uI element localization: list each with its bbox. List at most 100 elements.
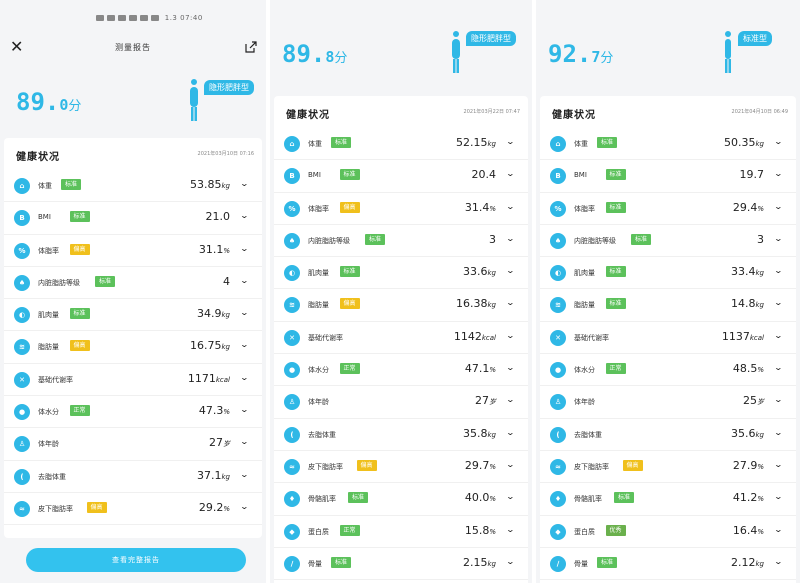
metric-row[interactable]: ♠ 内脏脂肪等级 标准 3 ⌄	[274, 225, 528, 258]
metric-label: 去脂体重	[38, 472, 66, 481]
chevron-down-icon[interactable]: ⌄	[773, 427, 784, 437]
chevron-down-icon[interactable]: ⌄	[505, 427, 516, 437]
metric-row[interactable]: ∕ 骨量 标准 2.15kg ⌄	[274, 548, 528, 581]
water-icon: ●	[14, 404, 30, 421]
chevron-down-icon[interactable]: ⌄	[239, 275, 250, 285]
bone-icon: ∕	[550, 555, 566, 572]
chevron-down-icon[interactable]: ⌄	[239, 469, 250, 479]
metric-row[interactable]: ⌂ 体重 标准 52.15kg ⌄	[274, 128, 528, 161]
chevron-down-icon[interactable]: ⌄	[239, 211, 250, 221]
metric-row[interactable]: % 体脂率 偏高 31.4% ⌄	[274, 193, 528, 225]
metric-row[interactable]: B BMI 标准 19.7 ⌄	[540, 160, 796, 193]
chevron-down-icon[interactable]: ⌄	[773, 266, 784, 276]
metric-unit: 岁	[223, 440, 230, 449]
metric-row[interactable]: ≈ 皮下脂肪率 偏高 27.9% ⌄	[540, 451, 796, 484]
status-badge: 标准	[339, 266, 360, 278]
chevron-down-icon[interactable]: ⌄	[505, 298, 516, 308]
chevron-down-icon[interactable]: ⌄	[505, 233, 516, 243]
close-icon[interactable]: ✕	[10, 37, 24, 56]
metric-row[interactable]: ◐ 肌肉量 标准 33.6kg ⌄	[274, 257, 528, 290]
chevron-down-icon[interactable]: ⌄	[505, 395, 516, 405]
status-badge: 标准	[605, 298, 626, 310]
metric-row[interactable]: % 体脂率 标准 29.4% ⌄	[540, 193, 796, 225]
metric-row[interactable]: ✕ 基础代谢率 1137kcal ⌄	[540, 322, 796, 355]
chevron-down-icon[interactable]: ⌄	[505, 556, 516, 566]
status-badge: 标准	[69, 308, 90, 320]
metric-row[interactable]: ♠ 内脏脂肪等级 标准 4 ⌄	[4, 267, 262, 300]
metric-label: 体年龄	[308, 398, 329, 407]
chevron-down-icon[interactable]: ⌄	[505, 330, 516, 340]
chevron-down-icon[interactable]: ⌄	[773, 363, 784, 373]
metric-row[interactable]: ◆ 蛋白质 正常 15.8% ⌄	[274, 516, 528, 548]
chevron-down-icon[interactable]: ⌄	[773, 137, 784, 146]
chevron-down-icon[interactable]: ⌄	[773, 169, 784, 179]
chevron-down-icon[interactable]: ⌄	[773, 556, 784, 566]
metric-unit: kg	[487, 559, 497, 568]
metric-label: BMI	[308, 171, 321, 180]
chevron-down-icon[interactable]: ⌄	[505, 169, 516, 179]
metric-row[interactable]: ● 体水分 正常 48.5% ⌄	[540, 354, 796, 387]
status-badge: 标准	[348, 492, 369, 504]
metric-row[interactable]: ⌂ 体重 标准 53.85kg ⌄	[4, 170, 262, 203]
chevron-down-icon[interactable]: ⌄	[505, 363, 516, 373]
metric-row[interactable]: ≋ 脂肪量 偏高 16.75kg ⌄	[4, 331, 262, 364]
chevron-down-icon[interactable]: ⌄	[773, 524, 784, 534]
metric-row[interactable]: ∕ 骨量 标准 2.12kg ⌄	[540, 548, 796, 581]
metric-value: 31.1	[198, 242, 224, 256]
chevron-down-icon[interactable]: ⌄	[239, 372, 250, 382]
section-title: 健康状况	[552, 110, 596, 121]
chevron-down-icon[interactable]: ⌄	[773, 330, 784, 340]
metric-value-group: 4	[223, 275, 230, 288]
status-badge: 偏高	[69, 340, 90, 352]
metric-row[interactable]: % 体脂率 偏高 31.1% ⌄	[4, 235, 262, 267]
chevron-down-icon[interactable]: ⌄	[773, 201, 784, 211]
metric-row[interactable]: ≋ 脂肪量 标准 14.8kg ⌄	[540, 289, 796, 322]
chevron-down-icon[interactable]: ⌄	[505, 137, 516, 146]
chevron-down-icon[interactable]: ⌄	[773, 298, 784, 308]
chevron-down-icon[interactable]: ⌄	[773, 233, 784, 243]
metric-row[interactable]: B BMI 标准 20.4 ⌄	[274, 160, 528, 193]
chevron-down-icon[interactable]: ⌄	[239, 243, 250, 253]
metric-row[interactable]: ≈ 皮下脂肪率 偏高 29.2% ⌄	[4, 493, 262, 526]
metric-row[interactable]: (去脂体重 35.6kg ⌄	[540, 419, 796, 451]
metric-row[interactable]: ♦ 骨骼肌率 标准 40.0% ⌄	[274, 483, 528, 516]
status-badge: 标准	[331, 556, 352, 568]
chevron-down-icon[interactable]: ⌄	[239, 501, 250, 511]
chevron-down-icon[interactable]: ⌄	[505, 266, 516, 276]
metric-row[interactable]: ✕ 基础代谢率 1142kcal ⌄	[274, 322, 528, 355]
chevron-down-icon[interactable]: ⌄	[239, 179, 250, 188]
metric-row[interactable]: ● 体水分 正常 47.3% ⌄	[4, 396, 262, 429]
metric-label: 体水分	[38, 408, 59, 417]
chevron-down-icon[interactable]: ⌄	[773, 492, 784, 502]
chevron-down-icon[interactable]: ⌄	[239, 405, 250, 415]
metric-row[interactable]: ● 体水分 正常 47.1% ⌄	[274, 354, 528, 387]
metric-row[interactable]: ♙ 体年龄 25岁 ⌄	[540, 386, 796, 419]
metric-row[interactable]: ♦ 骨骼肌率 标准 41.2% ⌄	[540, 483, 796, 516]
metric-row[interactable]: (去脂体重 37.1kg ⌄	[4, 461, 262, 493]
metric-row[interactable]: ♙ 体年龄 27岁 ⌄	[4, 428, 262, 461]
metric-row[interactable]: ⌂ 体重 标准 50.35kg ⌄	[540, 128, 796, 161]
metric-row[interactable]: ♙ 体年龄 27岁 ⌄	[274, 386, 528, 419]
chevron-down-icon[interactable]: ⌄	[505, 492, 516, 502]
metric-row[interactable]: ◐ 肌肉量 标准 34.9kg ⌄	[4, 299, 262, 332]
chevron-down-icon[interactable]: ⌄	[505, 524, 516, 534]
metric-row[interactable]: ◆ 蛋白质 优秀 16.4% ⌄	[540, 516, 796, 548]
chevron-down-icon[interactable]: ⌄	[505, 459, 516, 469]
chevron-down-icon[interactable]: ⌄	[239, 437, 250, 447]
metric-row[interactable]: ◐ 肌肉量 标准 33.4kg ⌄	[540, 257, 796, 290]
metric-label: 内脏脂肪等级	[574, 236, 616, 245]
metric-value: 2.12	[731, 555, 756, 569]
chevron-down-icon[interactable]: ⌄	[773, 459, 784, 469]
metric-row[interactable]: ≈ 皮下脂肪率 偏高 29.7% ⌄	[274, 451, 528, 484]
chevron-down-icon[interactable]: ⌄	[239, 308, 250, 318]
metric-row[interactable]: ≋ 脂肪量 偏高 16.38kg ⌄	[274, 289, 528, 322]
chevron-down-icon[interactable]: ⌄	[773, 395, 784, 405]
metric-row[interactable]: (去脂体重 35.8kg ⌄	[274, 419, 528, 451]
chevron-down-icon[interactable]: ⌄	[505, 201, 516, 211]
metric-row[interactable]: ♠ 内脏脂肪等级 标准 3 ⌄	[540, 225, 796, 258]
metric-row[interactable]: ✕ 基础代谢率 1171kcal ⌄	[4, 364, 262, 397]
metric-row[interactable]: B BMI 标准 21.0 ⌄	[4, 202, 262, 235]
share-icon[interactable]	[244, 40, 258, 54]
chevron-down-icon[interactable]: ⌄	[239, 340, 250, 350]
view-full-report-button[interactable]: 查看完整报告	[26, 548, 246, 572]
